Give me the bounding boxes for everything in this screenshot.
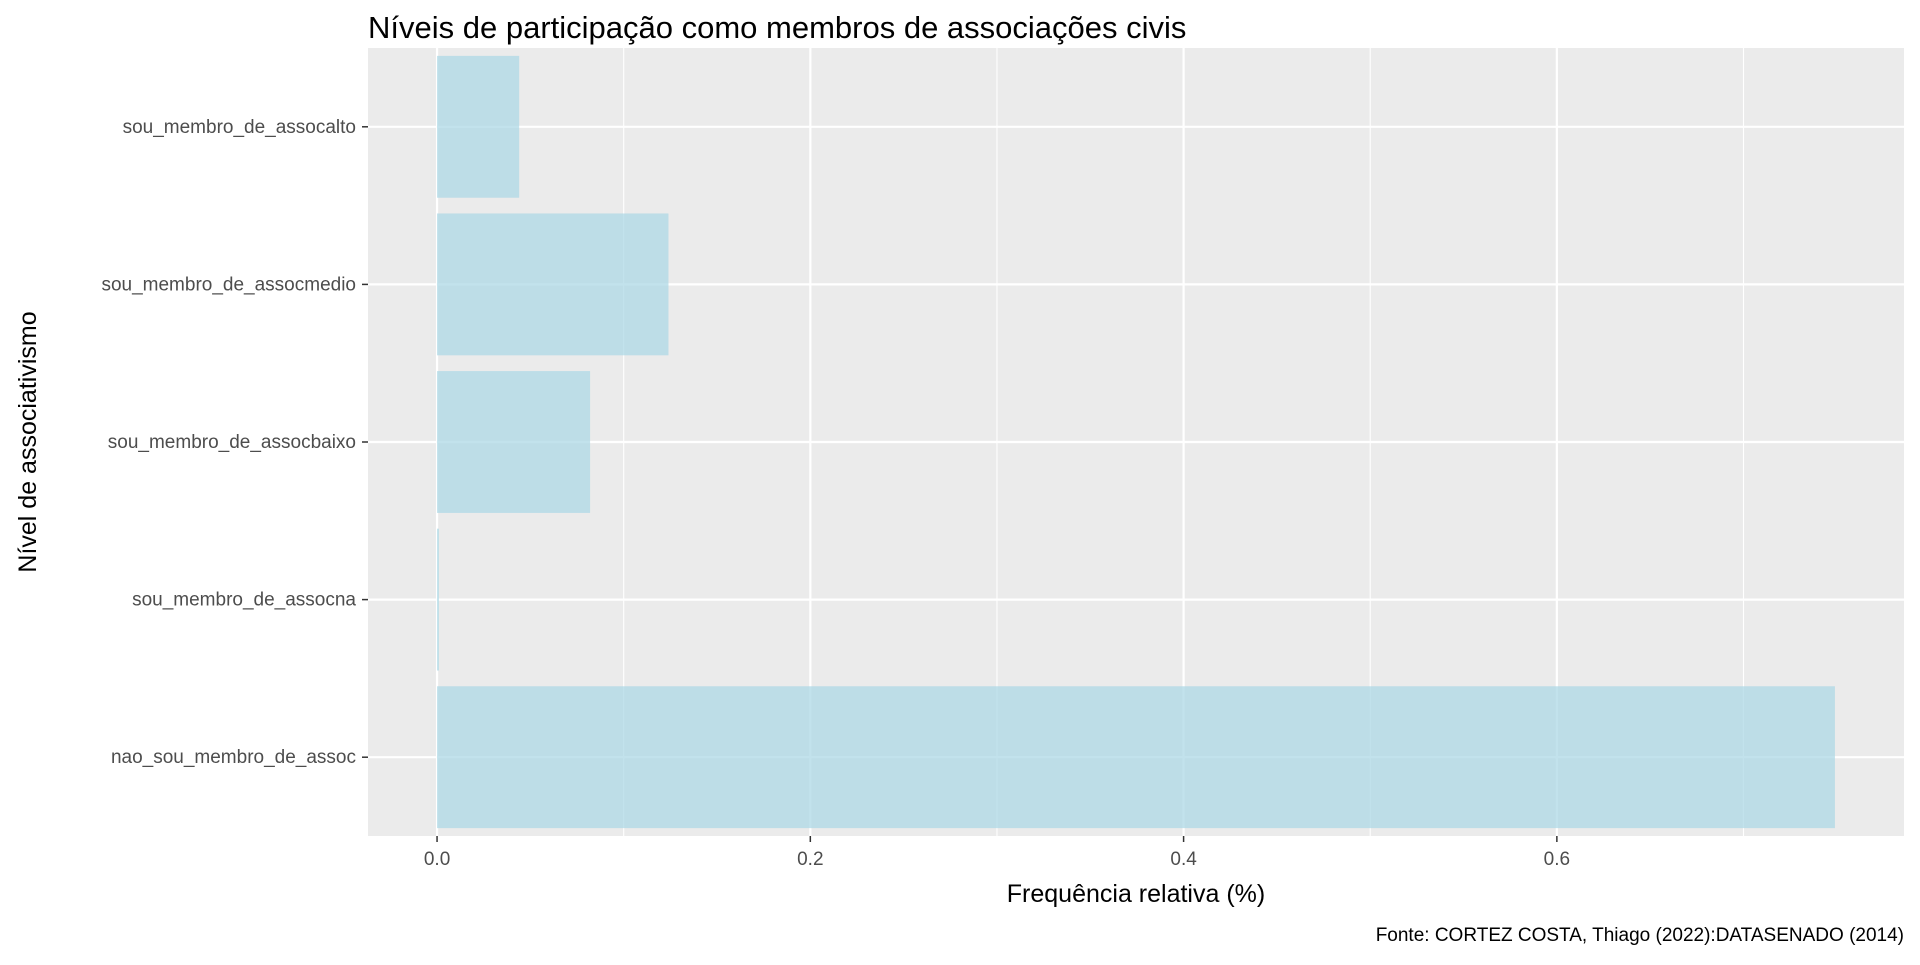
y-tick-label: sou_membro_de_assocbaixo — [108, 432, 356, 453]
chart-caption: Fonte: CORTEZ COSTA, Thiago (2022):DATAS… — [1376, 925, 1904, 946]
y-tick-label: sou_membro_de_assocalto — [123, 117, 356, 138]
y-axis-ticks: nao_sou_membro_de_assoc sou_membro_de_ass… — [101, 117, 368, 768]
y-axis-label: Nível de associativismo — [14, 311, 42, 572]
bar — [437, 213, 669, 356]
bar — [437, 371, 591, 513]
bar — [437, 686, 1835, 829]
chart-title: Níveis de participação como membros de a… — [368, 10, 1186, 45]
x-tick-label: 0.6 — [1544, 849, 1570, 870]
x-tick-label: 0.2 — [797, 849, 823, 870]
y-tick-label: sou_membro_de_assocmedio — [101, 274, 356, 295]
x-tick-label: 0.4 — [1170, 849, 1197, 870]
bar — [437, 55, 520, 198]
x-axis-label: Frequência relativa (%) — [1007, 880, 1265, 908]
y-tick-label: nao_sou_membro_de_assoc — [111, 747, 356, 768]
y-tick-label: sou_membro_de_assocna — [132, 590, 356, 611]
x-tick-label: 0.0 — [424, 849, 450, 870]
bar — [437, 528, 439, 671]
bars — [437, 55, 1835, 829]
x-axis-ticks: 0.0 0.2 0.4 0.6 — [424, 836, 1570, 870]
